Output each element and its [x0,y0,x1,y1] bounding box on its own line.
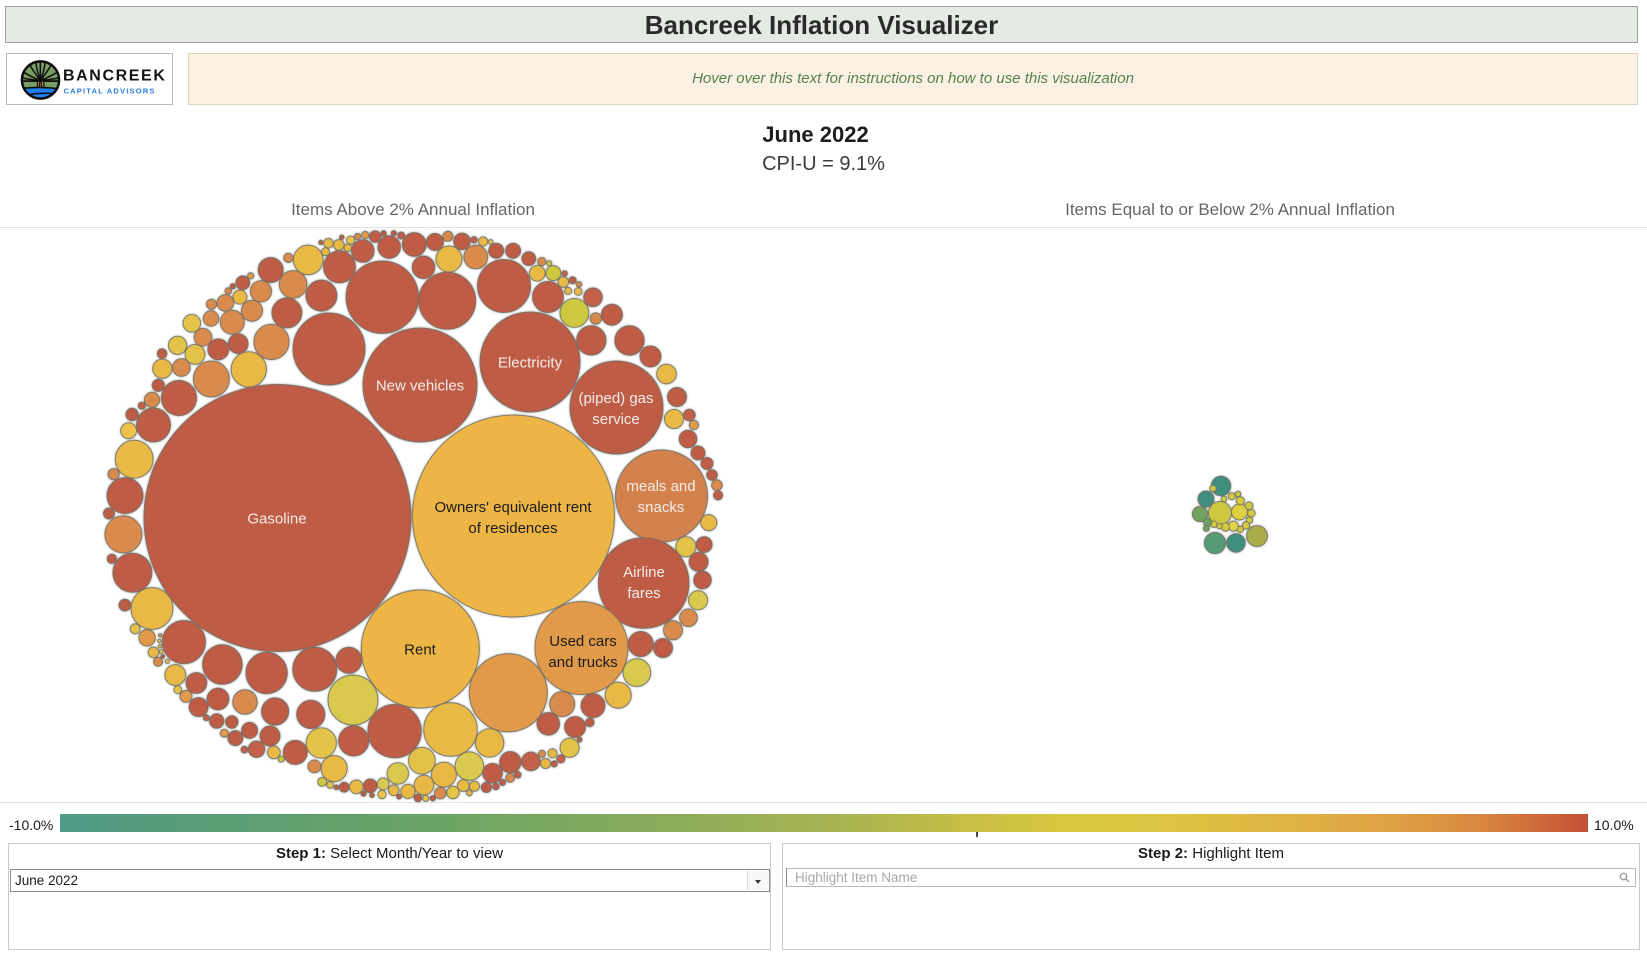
svg-text:Rent: Rent [404,642,437,659]
svg-text:fares: fares [627,585,660,602]
svg-text:Airline: Airline [623,564,665,581]
svg-text:(piped) gas: (piped) gas [578,390,653,407]
svg-text:and trucks: and trucks [548,654,617,671]
svg-text:Used cars: Used cars [549,633,617,650]
svg-text:meals and: meals and [626,478,695,495]
svg-text:service: service [592,411,640,428]
svg-text:Gasoline: Gasoline [247,511,306,528]
svg-text:BANCREEK: BANCREEK [63,68,166,85]
svg-text:New vehicles: New vehicles [376,378,464,395]
svg-text:Owners' equivalent rent: Owners' equivalent rent [434,499,592,516]
svg-text:Electricity: Electricity [498,355,563,372]
svg-text:of residences: of residences [468,520,557,537]
svg-text:CAPITAL ADVISORS: CAPITAL ADVISORS [64,87,156,96]
svg-text:snacks: snacks [638,499,685,516]
